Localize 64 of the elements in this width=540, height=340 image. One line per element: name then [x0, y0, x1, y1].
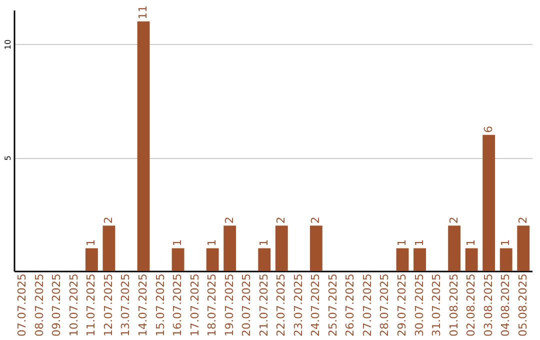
data-label: 1 — [464, 239, 478, 246]
data-label: 2 — [309, 216, 322, 224]
data-label: 1 — [171, 239, 184, 246]
data-label: 1 — [499, 239, 512, 246]
x-tick-label: 15.07.2025 — [154, 274, 167, 336]
bar — [172, 248, 184, 271]
x-tick-label: 03.08.2025 — [482, 274, 495, 336]
bar — [517, 226, 530, 271]
bar — [85, 248, 98, 271]
bar — [448, 226, 461, 271]
bar — [137, 21, 150, 271]
data-label: 6 — [482, 126, 495, 133]
x-tick-label: 17.07.2025 — [188, 274, 202, 336]
x-tick-label: 30.07.2025 — [412, 274, 426, 336]
bar — [414, 248, 426, 271]
bar — [465, 248, 478, 271]
data-label: 2 — [516, 216, 530, 224]
x-tick-label: 22.07.2025 — [274, 274, 288, 336]
y-tick-label: 10 — [4, 39, 12, 50]
x-tick-label: 14.07.2025 — [136, 274, 150, 336]
data-label: 2 — [222, 216, 236, 224]
bar — [396, 248, 409, 271]
x-tick-label: 27.07.2025 — [360, 274, 374, 336]
data-label: 1 — [257, 239, 270, 246]
x-tick-label: 20.07.2025 — [240, 274, 254, 336]
x-tick-label: 13.07.2025 — [119, 274, 132, 336]
x-tick-label: 02.08.2025 — [464, 274, 478, 336]
x-tick-label: 07.07.2025 — [16, 274, 29, 336]
x-tick-label: 29.07.2025 — [396, 274, 408, 336]
x-tick-label: 05.08.2025 — [516, 274, 530, 336]
x-tick-label: 01.08.2025 — [447, 274, 460, 336]
data-label: 1 — [84, 239, 98, 246]
x-tick-label: 31.07.2025 — [430, 274, 444, 336]
x-tick-label: 09.07.2025 — [50, 274, 64, 336]
data-label: 1 — [412, 239, 426, 246]
bar — [224, 226, 236, 271]
x-tick-label: 25.07.2025 — [326, 274, 340, 336]
y-tick-label: 5 — [4, 155, 12, 161]
x-tick-label: 19.07.2025 — [222, 274, 236, 336]
x-tick-label: 11.07.2025 — [84, 274, 98, 336]
bar — [500, 248, 512, 271]
data-label: 2 — [274, 216, 288, 224]
x-tick-label: 08.07.2025 — [32, 274, 46, 336]
bar — [102, 226, 116, 271]
bar — [482, 134, 496, 271]
x-tick-label: 10.07.2025 — [67, 274, 80, 336]
bar — [258, 248, 271, 271]
x-tick-label: 26.07.2025 — [344, 274, 357, 336]
data-label: 2 — [447, 216, 460, 224]
x-tick-label: 21.07.2025 — [257, 274, 270, 336]
bar — [275, 226, 288, 271]
x-tick-label: 28.07.2025 — [378, 274, 392, 336]
data-label: 1 — [206, 239, 219, 246]
bar — [310, 226, 322, 271]
data-label: 1 — [396, 239, 408, 246]
data-label: 11 — [136, 5, 150, 20]
x-tick-label: 12.07.2025 — [102, 274, 115, 336]
x-tick-label: 18.07.2025 — [206, 274, 219, 336]
x-tick-label: 16.07.2025 — [171, 274, 184, 336]
x-tick-label: 23.07.2025 — [292, 274, 305, 336]
data-label: 2 — [102, 216, 115, 224]
x-tick-label: 04.08.2025 — [499, 274, 512, 336]
x-tick-label: 24.07.2025 — [309, 274, 322, 336]
bar — [206, 248, 219, 271]
